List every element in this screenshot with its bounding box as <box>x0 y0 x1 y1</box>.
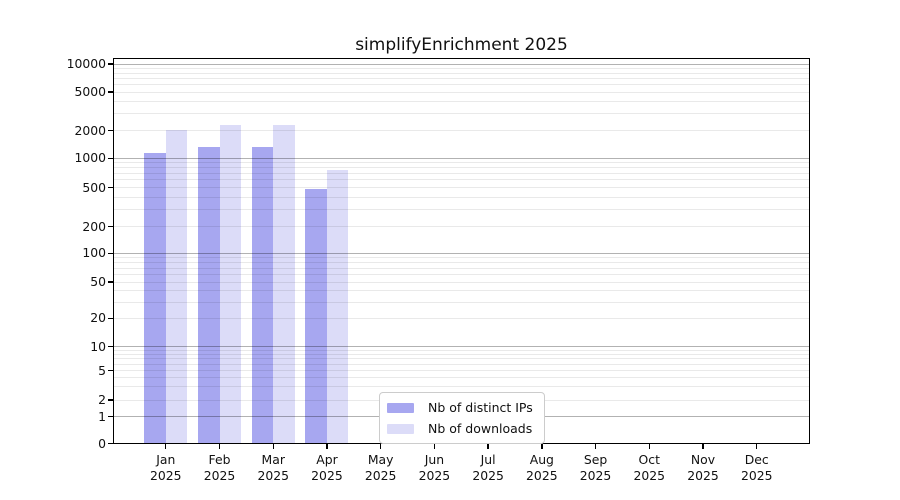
y-tick-label: 200 <box>82 218 106 234</box>
bar-downloads-apr <box>326 169 349 444</box>
bar-distinct-ips-jan <box>144 152 166 444</box>
bar-downloads-mar <box>273 125 295 444</box>
y-tick-mark <box>108 317 113 319</box>
x-tick-mark <box>218 444 221 449</box>
y-tick-mark <box>108 346 113 348</box>
x-tick-label: Nov 2025 <box>687 452 719 483</box>
y-tick-mark <box>108 281 113 283</box>
bar-downloads-feb <box>219 124 242 444</box>
y-tick-mark <box>108 187 113 189</box>
y-tick-mark <box>108 63 113 65</box>
y-tick-mark <box>108 399 113 401</box>
y-tick-label: 5000 <box>74 84 106 99</box>
bar-distinct-ips-mar <box>251 147 274 444</box>
legend-label-downloads: Nb of downloads <box>428 421 533 436</box>
x-tick-label: Mar 2025 <box>257 452 289 483</box>
legend-label-distinct-ips: Nb of distinct IPs <box>428 400 533 415</box>
y-tick-label: 0 <box>98 435 106 451</box>
y-tick-label: 50 <box>90 274 106 289</box>
x-tick-label: Apr 2025 <box>311 452 343 483</box>
x-tick-mark <box>433 444 436 449</box>
x-tick-mark <box>272 444 274 449</box>
x-tick-label: May 2025 <box>364 452 397 483</box>
legend-item-downloads: Nb of downloads <box>387 420 533 437</box>
y-tick-mark <box>108 442 113 445</box>
plot-area: Nb of distinct IPs Nb of downloads <box>113 58 810 444</box>
bar-distinct-ips-feb <box>198 147 220 444</box>
y-tick-label: 1 <box>98 408 106 424</box>
x-tick-mark <box>487 444 489 449</box>
y-tick-mark <box>108 91 113 93</box>
bar-distinct-ips-apr <box>305 188 327 444</box>
y-tick-mark <box>108 225 113 228</box>
x-tick-mark <box>594 444 597 449</box>
x-tick-mark <box>326 444 328 449</box>
x-tick-label: Feb 2025 <box>203 452 236 483</box>
y-tick-mark <box>108 369 113 372</box>
y-tick-label: 500 <box>82 179 106 195</box>
x-tick-mark <box>379 444 382 449</box>
x-tick-label: Jan 2025 <box>150 452 182 483</box>
y-tick-label: 2 <box>98 392 106 407</box>
x-tick-label: Aug 2025 <box>526 452 558 483</box>
x-tick-label: Oct 2025 <box>633 452 666 483</box>
legend-item-distinct-ips: Nb of distinct IPs <box>387 399 533 416</box>
x-tick-label: Dec 2025 <box>740 452 773 483</box>
bars-layer <box>113 58 810 444</box>
x-tick-mark <box>756 444 758 449</box>
y-tick-label: 10 <box>90 338 106 354</box>
bar-downloads-jan <box>165 129 188 444</box>
x-tick-label: Jul 2025 <box>472 452 504 483</box>
y-tick-label: 1000 <box>74 150 106 166</box>
legend-swatch-distinct-ips-icon <box>387 402 414 413</box>
x-tick-label: Jun 2025 <box>418 452 451 483</box>
legend-swatch-downloads-icon <box>387 423 414 434</box>
y-tick-mark <box>108 416 113 418</box>
y-tick-label: 5 <box>98 362 106 378</box>
x-tick-mark <box>648 444 650 449</box>
x-tick-label: Sep 2025 <box>579 452 612 483</box>
chart-title: simplifyEnrichment 2025 <box>355 35 568 55</box>
x-tick-mark <box>541 444 543 449</box>
y-tick-label: 100 <box>82 245 106 261</box>
y-tick-label: 20 <box>90 310 106 326</box>
y-tick-label: 10000 <box>66 56 106 71</box>
y-tick-mark <box>108 157 113 159</box>
y-tick-mark <box>108 130 113 132</box>
y-tick-label: 2000 <box>74 122 106 138</box>
y-tick-mark <box>108 252 113 254</box>
x-tick-mark <box>702 444 704 449</box>
legend: Nb of distinct IPs Nb of downloads <box>379 392 545 444</box>
x-tick-mark <box>165 444 167 449</box>
